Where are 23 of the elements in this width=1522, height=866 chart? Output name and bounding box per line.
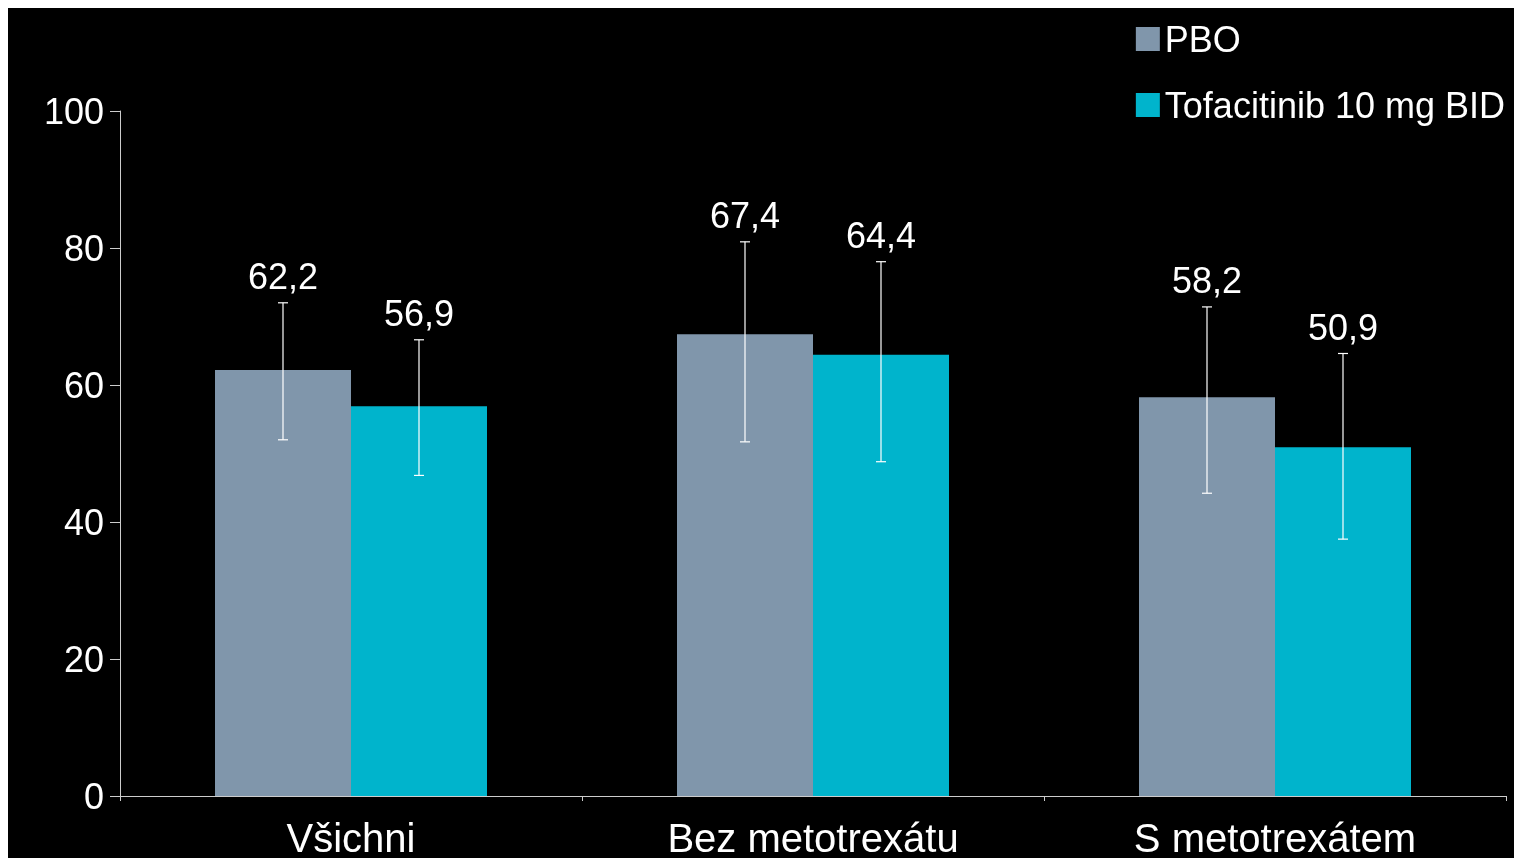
- x-tick-label: Všichni: [286, 816, 416, 860]
- y-tick-label: 100: [43, 90, 104, 132]
- y-tick-label: 80: [63, 227, 104, 269]
- legend-label: Tofacitinib 10 mg BID: [1164, 84, 1505, 126]
- x-tick-label: S metotrexátem: [1133, 816, 1417, 860]
- data-label: 56,9: [383, 293, 455, 335]
- data-label: 62,2: [247, 256, 319, 298]
- y-tick-label: 0: [83, 775, 104, 817]
- bar: [1139, 397, 1275, 796]
- y-tick-label: 40: [63, 501, 104, 543]
- bar: [215, 369, 351, 796]
- bar: [1275, 447, 1411, 796]
- data-label: 50,9: [1307, 306, 1379, 348]
- data-label: 58,2: [1171, 260, 1243, 302]
- x-tick-label: Bez metotrexátu: [667, 816, 959, 860]
- bar: [813, 354, 949, 796]
- bar: [677, 334, 813, 796]
- y-tick-label: 60: [63, 364, 104, 406]
- data-label: 64,4: [845, 215, 917, 257]
- data-label: 67,4: [709, 195, 781, 237]
- legend-label: PBO: [1164, 18, 1241, 60]
- bar: [351, 406, 487, 796]
- y-tick-label: 20: [63, 638, 104, 680]
